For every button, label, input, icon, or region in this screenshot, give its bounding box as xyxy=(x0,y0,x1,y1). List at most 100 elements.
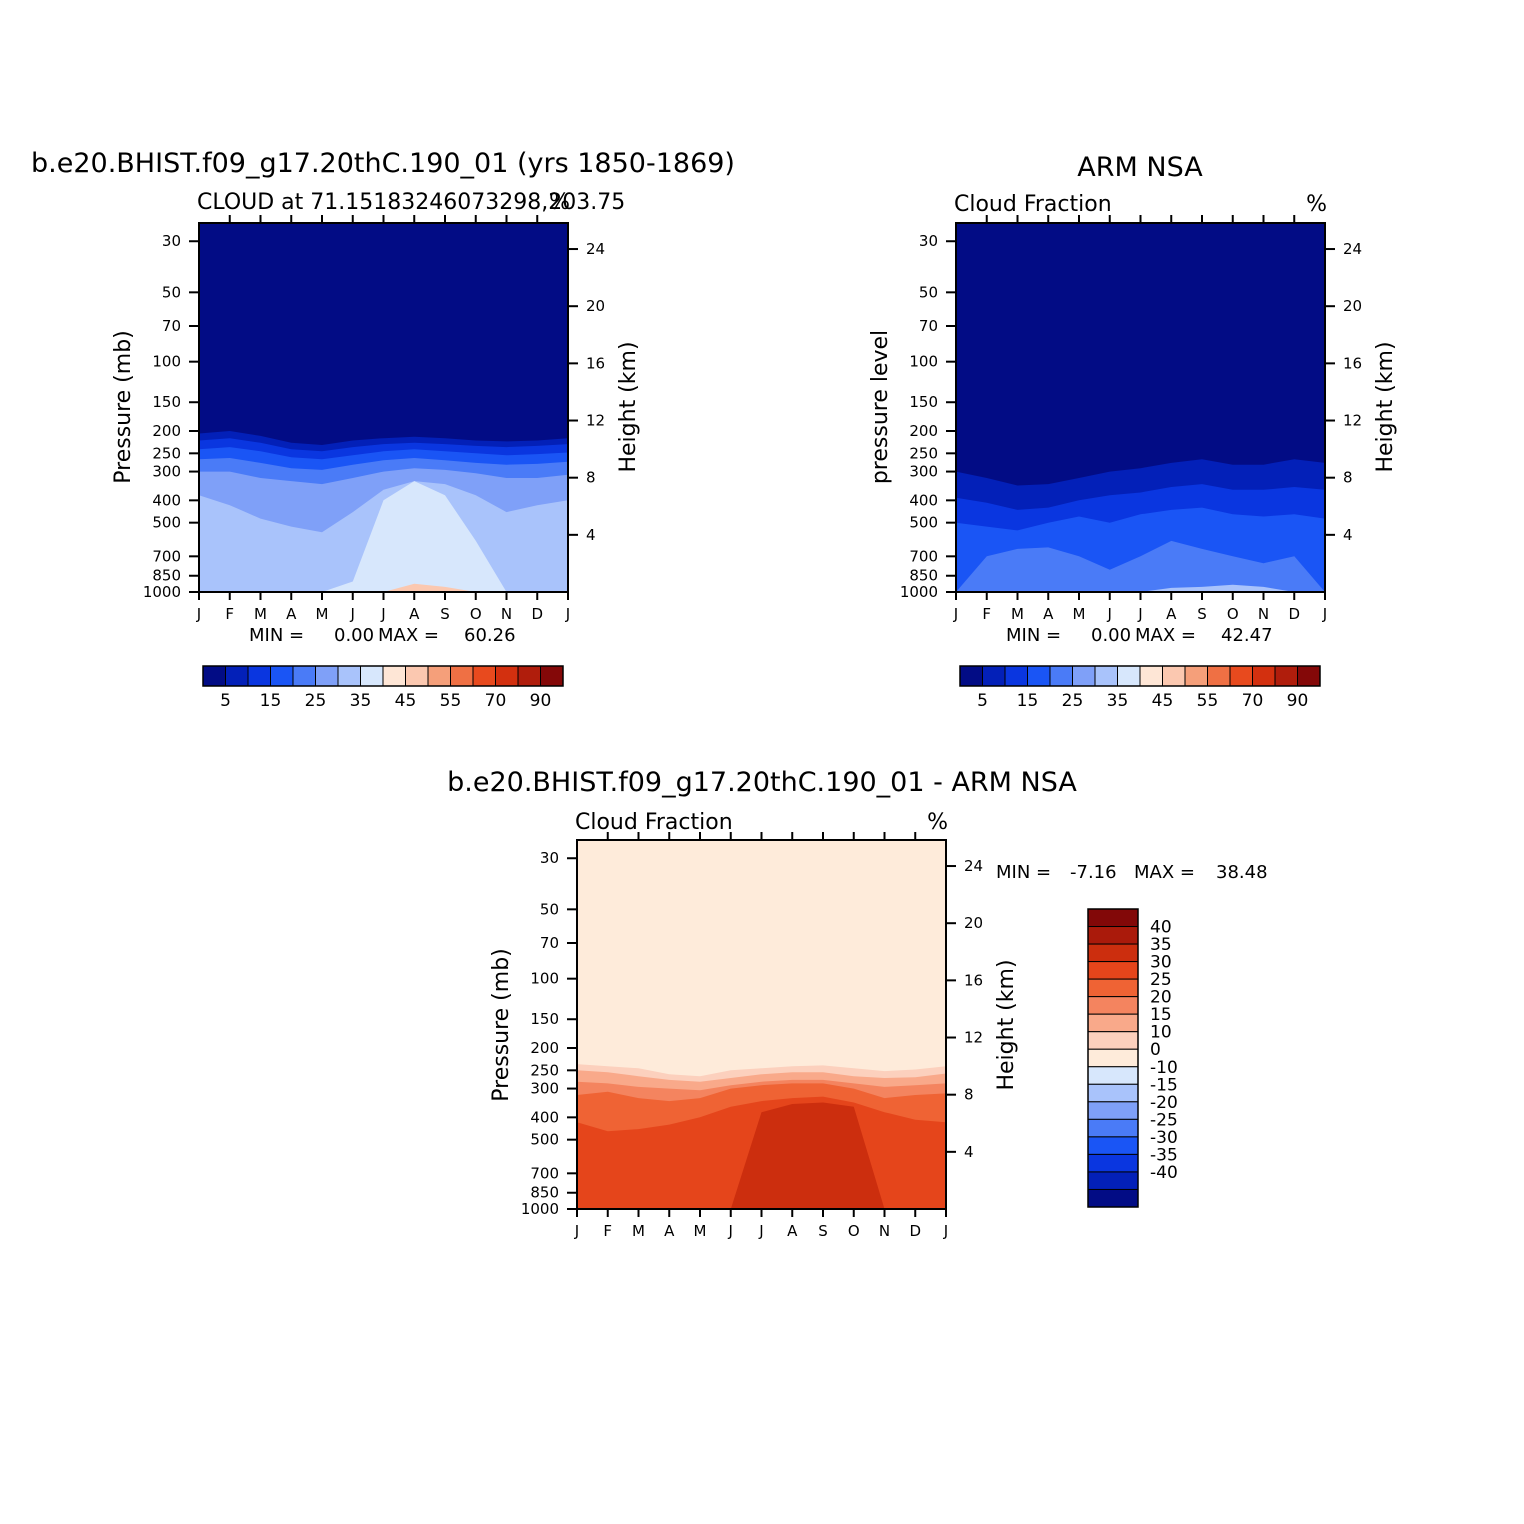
ylabel-diff: Pressure (mb) xyxy=(489,948,514,1102)
colorbar-swatch-15 xyxy=(1087,1171,1139,1190)
contour-band-6 xyxy=(199,481,568,592)
min-label-diff: MIN = xyxy=(996,862,1051,883)
colorbar-swatch-2 xyxy=(247,665,271,687)
y2-tick-label: 4 xyxy=(1343,526,1353,544)
colorbar-swatch-3 xyxy=(1087,961,1139,980)
colorbar-swatch-4 xyxy=(1049,665,1073,687)
colorbar-swatch-6 xyxy=(337,665,361,687)
y-tick-label: 700 xyxy=(909,547,938,565)
x-tick-label: S xyxy=(818,1222,828,1240)
colorbar-label: 15 xyxy=(260,691,282,711)
colorbar-swatch-3 xyxy=(270,665,294,687)
x-tick-label: A xyxy=(664,1222,675,1240)
colorbar-label: 90 xyxy=(1287,691,1309,711)
colorbar-swatch-10 xyxy=(1087,1083,1139,1103)
colorbar-swatch-14 xyxy=(1274,665,1298,687)
colorbar-swatch-5 xyxy=(1072,665,1096,687)
colorbar-swatch-4 xyxy=(1087,978,1139,998)
y-tick-label: 150 xyxy=(909,393,938,411)
x-tick-label: O xyxy=(470,605,482,623)
x-tick-label: F xyxy=(982,605,991,623)
y2-tick-label: 12 xyxy=(964,1029,983,1047)
colorbar-label: 70 xyxy=(485,691,507,711)
y2-tick-label: 20 xyxy=(964,914,983,932)
colorbar-swatch-6 xyxy=(1087,1013,1139,1033)
y-tick-label: 300 xyxy=(530,1080,559,1098)
y-tick-label: 400 xyxy=(152,491,181,509)
colorbar-frame xyxy=(202,665,564,687)
colorbar-swatch-8 xyxy=(1139,665,1163,687)
colorbar-swatch-15 xyxy=(540,665,564,687)
x-tick-label: D xyxy=(909,1222,921,1240)
colorbar-label: 35 xyxy=(350,691,372,711)
colorbar-label: -40 xyxy=(1150,1163,1178,1183)
y-tick-label: 850 xyxy=(530,1184,559,1202)
min-value-model: 0.00 xyxy=(334,625,374,646)
colorbar-label: 15 xyxy=(1017,691,1039,711)
colorbar-label: 15 xyxy=(1150,1005,1172,1025)
contour-field-diff xyxy=(577,840,946,1209)
min-label-model: MIN = xyxy=(249,625,304,646)
max-label-obs: MAX = xyxy=(1135,625,1196,646)
y-tick-label: 30 xyxy=(540,849,559,867)
y-tick-label: 1000 xyxy=(900,583,938,601)
y2-tick-label: 4 xyxy=(586,526,596,544)
y-tick-label: 30 xyxy=(919,232,938,250)
x-tick-label: A xyxy=(1043,605,1054,623)
y2-tick-label: 8 xyxy=(1343,469,1353,487)
colorbar-swatch-10 xyxy=(427,665,451,687)
panel-model: b.e20.BHIST.f09_g17.20thC.190_01 (yrs 18… xyxy=(31,148,735,711)
x-tick-label: J xyxy=(1137,605,1142,623)
y2-tick-label: 20 xyxy=(586,297,605,315)
y-tick-label: 50 xyxy=(162,283,181,301)
colorbar-label: 25 xyxy=(305,691,327,711)
y-tick-label: 400 xyxy=(909,491,938,509)
y2-tick-label: 12 xyxy=(1343,412,1362,430)
panel-diff: b.e20.BHIST.f09_g17.20thC.190_01 - ARM N… xyxy=(447,767,1267,1240)
colorbar-frame xyxy=(1087,908,1139,1208)
colorbar-label: 40 xyxy=(1150,918,1172,938)
colorbar-swatch-12 xyxy=(1229,665,1253,687)
y-tick-label: 100 xyxy=(530,970,559,988)
colorbar-swatch-16 xyxy=(1087,1188,1139,1208)
x-tick-label: J xyxy=(728,1222,733,1240)
y2-tick-label: 24 xyxy=(1343,240,1362,258)
y-tick-label: 50 xyxy=(540,900,559,918)
x-tick-label: M xyxy=(694,1222,707,1240)
y-tick-label: 700 xyxy=(530,1164,559,1182)
colorbar-label: 5 xyxy=(220,691,231,711)
colorbar-swatch-1 xyxy=(225,665,249,687)
ylabel-obs: pressure level xyxy=(868,330,893,484)
colorbar-swatch-3 xyxy=(1027,665,1051,687)
y-tick-label: 200 xyxy=(152,422,181,440)
colorbar-label: 35 xyxy=(1107,691,1129,711)
x-tick-label: M xyxy=(1011,605,1024,623)
subtitle-left-diff: Cloud Fraction xyxy=(575,810,733,835)
y-tick-label: 1000 xyxy=(143,583,181,601)
x-tick-label: J xyxy=(953,605,958,623)
min-value-obs: 0.00 xyxy=(1091,625,1131,646)
contour-field-model xyxy=(199,223,568,592)
y-tick-label: 250 xyxy=(530,1061,559,1079)
colorbar-label: 5 xyxy=(977,691,988,711)
colorbar-label: 25 xyxy=(1150,970,1172,990)
x-tick-label: N xyxy=(879,1222,890,1240)
contour-band-5 xyxy=(577,1102,946,1209)
colorbar-swatch-9 xyxy=(405,665,429,687)
x-tick-label: M xyxy=(316,605,329,623)
colorbar-label: 25 xyxy=(1062,691,1084,711)
x-tick-label: J xyxy=(380,605,385,623)
x-tick-label: D xyxy=(1288,605,1300,623)
title-obs: ARM NSA xyxy=(1077,152,1203,183)
max-value-diff: 38.48 xyxy=(1216,862,1268,883)
y-tick-label: 100 xyxy=(909,353,938,371)
colorbar-label: 55 xyxy=(440,691,462,711)
x-tick-label: O xyxy=(848,1222,860,1240)
y-tick-label: 250 xyxy=(909,444,938,462)
x-tick-label: J xyxy=(350,605,355,623)
colorbar-label: -10 xyxy=(1150,1058,1178,1078)
colorbar-label: 0 xyxy=(1150,1040,1161,1060)
contour-band-3 xyxy=(956,540,1325,592)
colorbar-swatch-12 xyxy=(472,665,496,687)
